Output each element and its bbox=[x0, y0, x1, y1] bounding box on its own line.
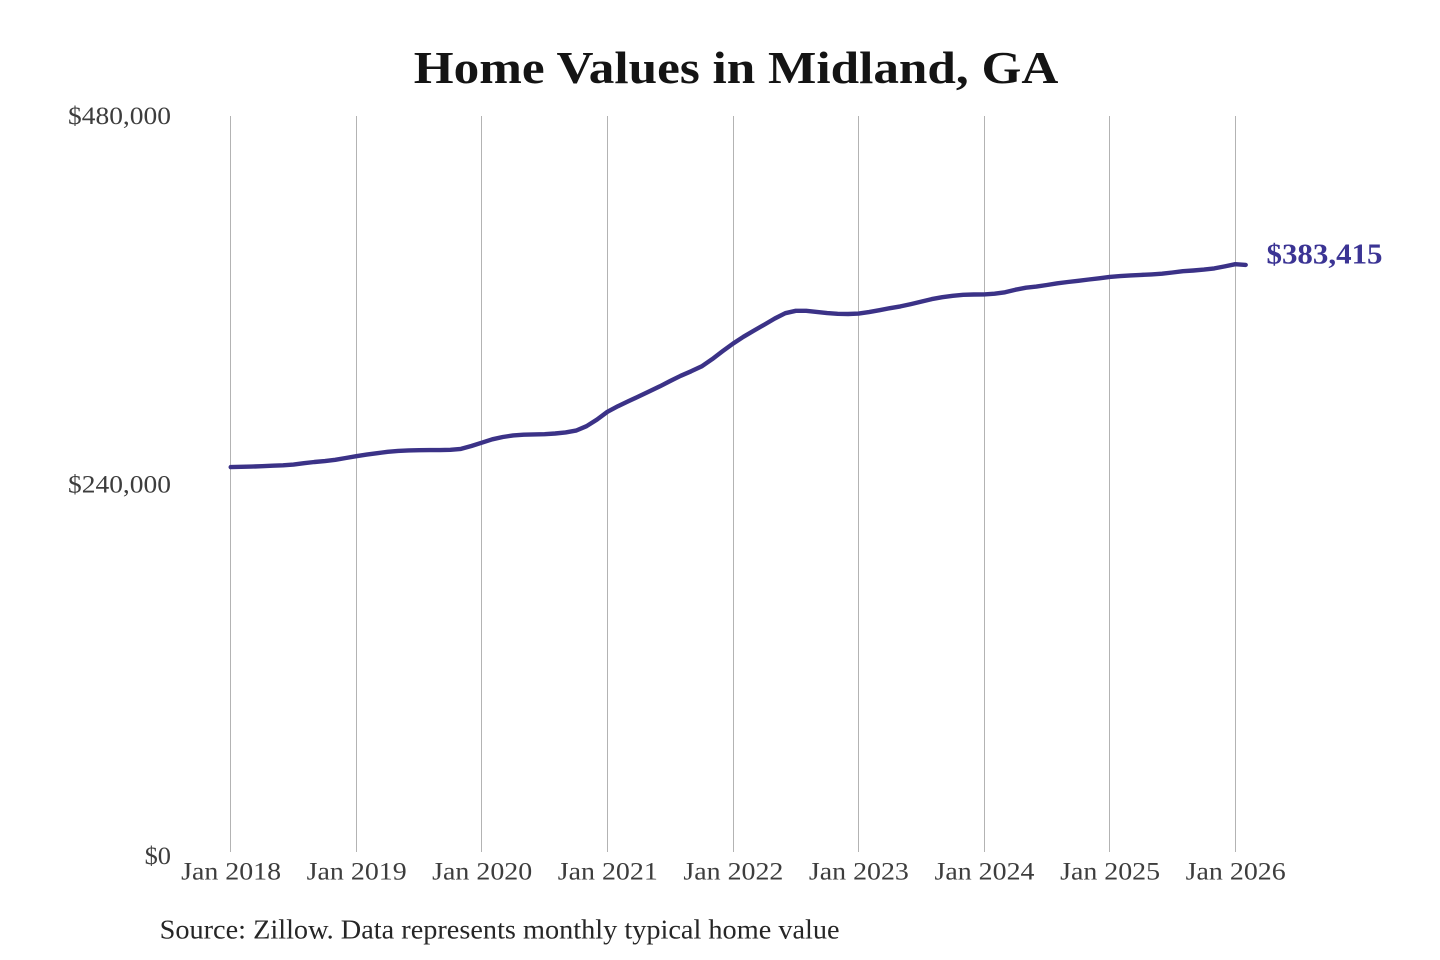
svg-text:$480,000: $480,000 bbox=[68, 103, 171, 130]
svg-text:Jan 2026: Jan 2026 bbox=[1186, 859, 1286, 886]
svg-text:Jan 2023: Jan 2023 bbox=[809, 859, 909, 886]
svg-text:Jan 2018: Jan 2018 bbox=[181, 859, 281, 886]
svg-text:$240,000: $240,000 bbox=[68, 472, 171, 499]
svg-text:Jan 2025: Jan 2025 bbox=[1060, 859, 1160, 886]
svg-text:Jan 2024: Jan 2024 bbox=[935, 859, 1036, 886]
svg-text:Source: Zillow. Data represent: Source: Zillow. Data represents monthly … bbox=[160, 915, 840, 945]
svg-text:Jan 2019: Jan 2019 bbox=[307, 859, 407, 886]
svg-text:Home Values in Midland, GA: Home Values in Midland, GA bbox=[414, 42, 1059, 93]
svg-text:$383,415: $383,415 bbox=[1267, 239, 1383, 271]
svg-text:$0: $0 bbox=[145, 843, 171, 870]
svg-text:Jan 2021: Jan 2021 bbox=[558, 859, 658, 886]
svg-text:Jan 2020: Jan 2020 bbox=[432, 859, 532, 886]
svg-text:Jan 2022: Jan 2022 bbox=[683, 859, 783, 886]
